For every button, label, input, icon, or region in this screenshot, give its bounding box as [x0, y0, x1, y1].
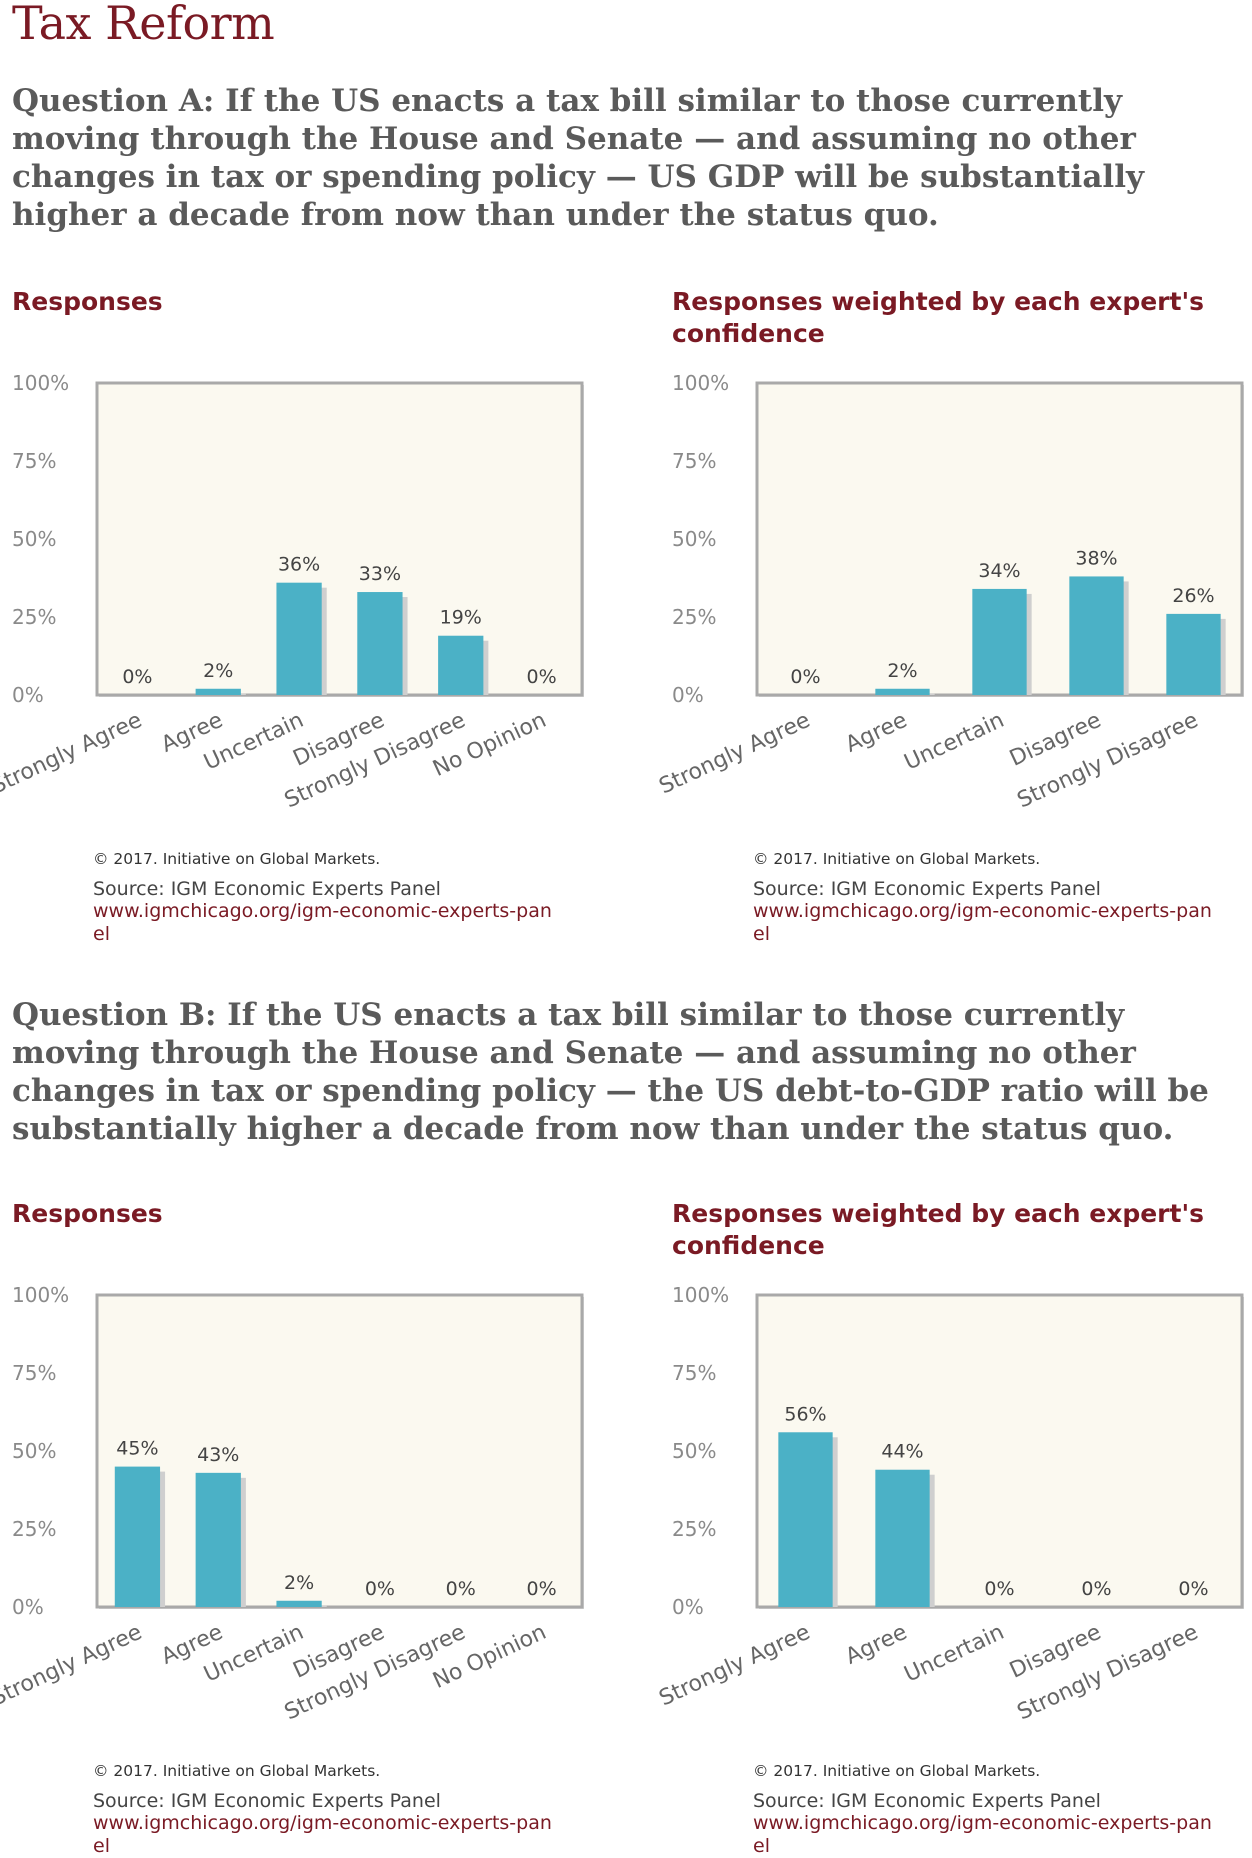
source-link[interactable]: www.igmchicago.org/igm-economic-experts-…: [753, 900, 1212, 945]
bar: [1166, 613, 1221, 695]
source-text: Source: IGM Economic Experts Panel: [93, 1790, 441, 1812]
bar-value-label: 34%: [978, 560, 1020, 582]
bar-value-label: 0%: [1081, 1578, 1111, 1600]
bar: [875, 688, 930, 695]
bar-value-label: 2%: [887, 660, 917, 682]
bar: [778, 1432, 833, 1607]
y-tick-label: 100%: [672, 1283, 729, 1307]
y-tick-label: 50%: [12, 527, 56, 551]
chart-title: Responses: [12, 287, 163, 316]
bar-value-label: 0%: [446, 1578, 476, 1600]
chart-b-responses: Responses 0% 25% 50% 75% 100% 45% Strongly Agre…: [0, 1192, 600, 1752]
chart-title: Responses weighted by each expert's: [672, 287, 1204, 316]
copyright-text: © 2017. Initiative on Global Markets.: [93, 850, 381, 868]
category-label: Strongly Agree: [655, 1620, 814, 1712]
y-tick-label: 75%: [672, 1361, 716, 1385]
copyright-text: © 2017. Initiative on Global Markets.: [753, 850, 1041, 868]
bar: [195, 1472, 241, 1607]
page-title: Tax Reform: [12, 0, 275, 50]
plot-area: [755, 1293, 1244, 1609]
y-tick-label: 100%: [672, 371, 729, 395]
source-text: Source: IGM Economic Experts Panel: [753, 878, 1101, 900]
copyright-text: © 2017. Initiative on Global Markets.: [93, 1762, 381, 1780]
bar-value-label: 36%: [278, 554, 320, 576]
y-tick-label: 25%: [672, 1517, 716, 1541]
chart-title: Responses weighted by each expert's: [672, 1199, 1204, 1228]
question-b-text: Question B: If the US enacts a tax bill …: [12, 997, 1209, 1147]
y-tick-label: 25%: [12, 605, 56, 629]
y-tick-label: 100%: [12, 1283, 69, 1307]
plot-area: [95, 381, 584, 697]
y-tick-label: 0%: [672, 683, 704, 707]
chart-title: confidence: [672, 1231, 825, 1260]
source-text: Source: IGM Economic Experts Panel: [93, 878, 441, 900]
y-tick-label: 0%: [12, 683, 44, 707]
bar-value-label: 0%: [984, 1578, 1014, 1600]
bar: [276, 1600, 322, 1607]
bar-value-label: 0%: [790, 666, 820, 688]
bar-value-label: 0%: [1178, 1578, 1208, 1600]
bar-value-label: 0%: [122, 666, 152, 688]
y-tick-label: 50%: [672, 1439, 716, 1463]
category-label: Strongly Disagree: [1014, 1620, 1202, 1726]
y-tick-label: 0%: [672, 1595, 704, 1619]
bar: [276, 582, 322, 695]
chart-a-weighted: Responses weighted by each expert's confi…: [655, 280, 1252, 840]
category-label: Strongly Disagree: [1014, 708, 1202, 814]
category-label: Strongly Agree: [655, 708, 814, 800]
category-label: Strongly Agree: [0, 1620, 146, 1712]
bar-value-label: 43%: [197, 1444, 239, 1466]
chart-a-weighted-footer: © 2017. Initiative on Global Markets. So…: [753, 850, 1223, 946]
y-tick-label: 50%: [12, 1439, 56, 1463]
source-link[interactable]: www.igmchicago.org/igm-economic-experts-…: [753, 1812, 1212, 1857]
category-label: Agree: [842, 1620, 911, 1670]
bar: [357, 592, 403, 695]
chart-a-responses: Responses 0% 25% 50% 75% 100% 0% Strongly Agree…: [0, 280, 600, 840]
bar-value-label: 2%: [203, 660, 233, 682]
category-label: Uncertain: [901, 708, 1008, 776]
question-a-text: Question A: If the US enacts a tax bill …: [12, 83, 1144, 233]
y-tick-label: 50%: [672, 527, 716, 551]
bar: [875, 1469, 930, 1607]
bar-value-label: 33%: [359, 563, 401, 585]
plot-area: [95, 1293, 584, 1609]
y-tick-label: 25%: [12, 1517, 56, 1541]
bar-value-label: 19%: [440, 607, 482, 629]
bar-value-label: 0%: [527, 1578, 557, 1600]
bar: [114, 1466, 161, 1607]
y-tick-label: 75%: [12, 449, 56, 473]
category-label: Agree: [842, 708, 911, 758]
chart-title: Responses: [12, 1199, 163, 1228]
y-tick-label: 0%: [12, 1595, 44, 1619]
bar: [1069, 576, 1124, 695]
source-link[interactable]: www.igmchicago.org/igm-economic-experts-…: [93, 900, 552, 945]
y-tick-label: 100%: [12, 371, 69, 395]
category-label: Strongly Agree: [0, 708, 146, 800]
bar-value-label: 38%: [1075, 547, 1117, 569]
chart-title: confidence: [672, 319, 825, 348]
chart-b-responses-footer: © 2017. Initiative on Global Markets. So…: [93, 1762, 563, 1858]
bar: [195, 688, 241, 695]
bar-value-label: 45%: [116, 1438, 158, 1460]
bar: [972, 588, 1027, 695]
chart-b-weighted: Responses weighted by each expert's confi…: [655, 1192, 1252, 1752]
bar-value-label: 0%: [527, 666, 557, 688]
chart-a-responses-footer: © 2017. Initiative on Global Markets. So…: [93, 850, 563, 946]
bar-value-label: 2%: [284, 1572, 314, 1594]
chart-b-weighted-footer: © 2017. Initiative on Global Markets. So…: [753, 1762, 1223, 1858]
copyright-text: © 2017. Initiative on Global Markets.: [753, 1762, 1041, 1780]
source-link[interactable]: www.igmchicago.org/igm-economic-experts-…: [93, 1812, 552, 1857]
bar: [438, 635, 484, 695]
bar-value-label: 0%: [365, 1578, 395, 1600]
bar-value-label: 44%: [881, 1441, 923, 1463]
category-label: Uncertain: [901, 1620, 1008, 1688]
y-tick-label: 75%: [12, 1361, 56, 1385]
source-text: Source: IGM Economic Experts Panel: [753, 1790, 1101, 1812]
y-tick-label: 75%: [672, 449, 716, 473]
bar-value-label: 26%: [1172, 585, 1214, 607]
bar-value-label: 56%: [784, 1403, 826, 1425]
y-tick-label: 25%: [672, 605, 716, 629]
